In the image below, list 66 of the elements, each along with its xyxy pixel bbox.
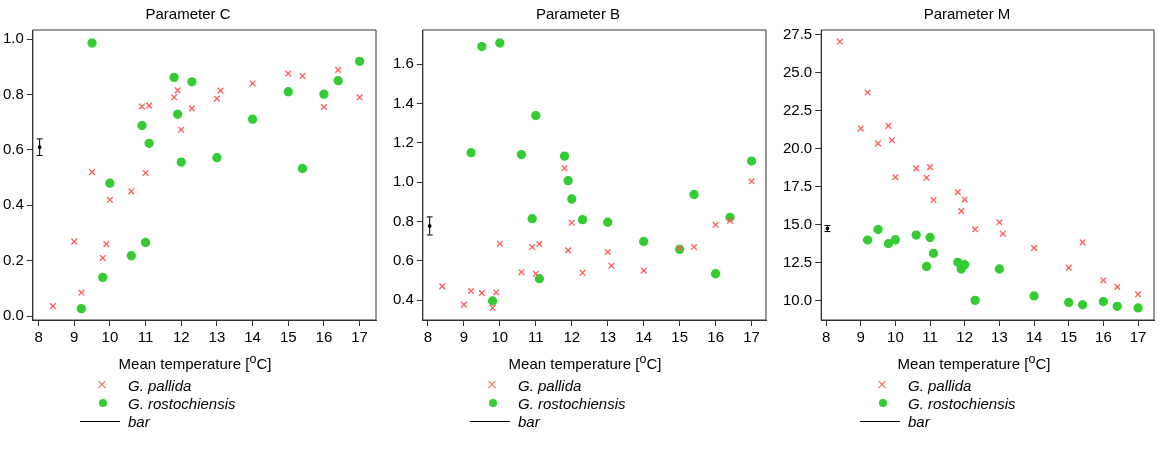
chart-title: Parameter C xyxy=(145,5,231,23)
y-tick-label: 1.2 xyxy=(392,133,414,151)
y-tick-label: 1.4 xyxy=(392,93,414,111)
y-tick-label: 15.0 xyxy=(782,215,813,232)
y-tick-label: 12.5 xyxy=(782,253,813,271)
y-tick-label: 0.0 xyxy=(2,306,24,324)
x-tick-label: 17 xyxy=(1129,328,1147,346)
x-tick-label: 11 xyxy=(922,328,938,346)
x-tick-label: 10 xyxy=(101,328,119,346)
y-tick-label: 10.0 xyxy=(782,291,813,309)
x-tick-label: 16 xyxy=(707,328,724,346)
x-tick-label: 12 xyxy=(172,328,190,346)
x-tick-label: 10 xyxy=(887,328,904,346)
x-tick-label: 9 xyxy=(70,328,79,346)
y-tick-label: 0.2 xyxy=(2,250,24,268)
legend-label: bar xyxy=(128,412,150,430)
legend-label: bar xyxy=(518,412,540,430)
x-tick-label: 16 xyxy=(1095,328,1112,346)
x-tick-label: 8 xyxy=(423,328,433,346)
x-tick-label: 8 xyxy=(821,328,831,346)
legend-label: G. rostochiensis xyxy=(128,394,236,412)
x-tick-label: 11 xyxy=(137,328,154,346)
legend-label: G. rostochiensis xyxy=(518,394,626,412)
legend-label: bar xyxy=(908,412,930,430)
y-tick-label: 25.0 xyxy=(782,62,813,80)
x-axis-title: Mean temperature [$^{o}$C] xyxy=(117,352,273,372)
chart-title: Parameter B xyxy=(535,5,621,23)
x-tick-label: 8 xyxy=(34,328,43,346)
legend-label: G. pallida xyxy=(518,376,582,394)
legend-label: G. pallida xyxy=(128,376,192,394)
x-tick-label: 17 xyxy=(351,328,368,346)
y-tick-label: 0.4 xyxy=(392,290,414,308)
y-tick-label: 22.5 xyxy=(782,100,813,118)
x-tick-label: 13 xyxy=(208,328,226,346)
y-tick-label: 1.6 xyxy=(392,54,414,72)
y-tick-label: 0.8 xyxy=(392,211,414,229)
y-tick-label: 20.0 xyxy=(782,138,813,156)
legend-label: G. rostochiensis xyxy=(908,394,1016,412)
chart-title: Parameter M xyxy=(923,5,1011,23)
x-tick-label: 16 xyxy=(315,328,333,346)
y-tick-label: 1.0 xyxy=(392,172,414,190)
y-tick-label: 0.6 xyxy=(392,251,414,269)
y-tick-label: 1.0 xyxy=(2,29,24,47)
x-tick-label: 15 xyxy=(279,328,297,346)
x-tick-label: 14 xyxy=(635,328,653,346)
x-axis-title: Mean temperature [$^{o}$C] xyxy=(896,352,1052,372)
y-tick-label: 0.8 xyxy=(2,84,24,102)
y-tick-label: 0.4 xyxy=(2,195,24,213)
x-tick-label: 17 xyxy=(743,328,760,346)
x-tick-label: 14 xyxy=(1025,328,1043,346)
y-tick-label: 27.5 xyxy=(782,24,813,42)
y-tick-label: 17.5 xyxy=(782,176,813,194)
legend-label: G. pallida xyxy=(908,376,972,394)
x-tick-label: 9 xyxy=(856,328,865,346)
y-tick-label: 0.6 xyxy=(2,140,24,158)
x-tick-label: 13 xyxy=(991,328,1008,346)
x-tick-label: 12 xyxy=(956,328,974,346)
x-tick-label: 14 xyxy=(244,328,261,346)
x-tick-label: 13 xyxy=(599,328,617,346)
x-axis-title: Mean temperature [$^{o}$C] xyxy=(507,352,663,372)
x-tick-label: 15 xyxy=(1060,328,1078,346)
x-tick-label: 10 xyxy=(491,328,509,346)
x-tick-label: 15 xyxy=(671,328,689,346)
x-tick-label: 9 xyxy=(459,328,469,346)
x-tick-label: 11 xyxy=(528,328,544,346)
x-tick-label: 12 xyxy=(563,328,581,346)
